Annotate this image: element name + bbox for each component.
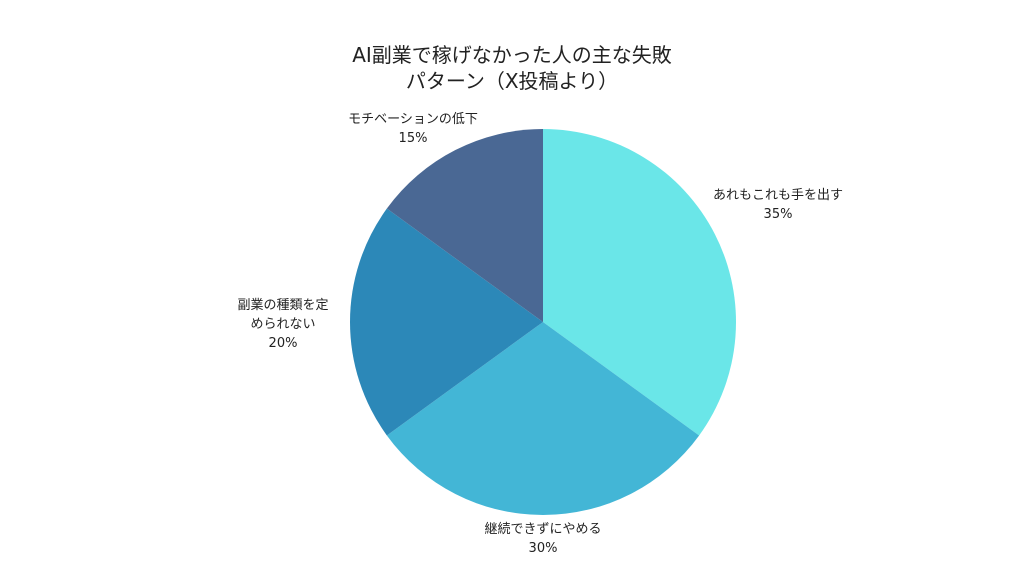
- pie-slice-do-everything: [543, 129, 736, 436]
- slice-label-text: モチベーションの低下: [348, 112, 478, 127]
- chart-title-line-2: パターン（X投稿より）: [405, 69, 619, 93]
- chart-title-line-1: AI副業で稼げなかった人の主な失敗: [352, 43, 672, 67]
- slice-value-label: 30%: [528, 541, 558, 556]
- slice-label-text: 継続できずにやめる: [484, 522, 602, 537]
- slice-label-low-motivation: モチベーションの低下 15%: [313, 110, 513, 148]
- slice-label-quit-early: 継続できずにやめる 30%: [443, 520, 643, 558]
- pie-slice-undecided-type: [350, 208, 543, 436]
- slice-value-label: 15%: [398, 131, 428, 146]
- pie-slice-low-motivation: [386, 129, 543, 322]
- pie-slice-quit-early: [386, 322, 700, 515]
- slice-label-text: 副業の種類を定: [237, 298, 329, 313]
- slice-label-undecided-type: 副業の種類を定 められない 20%: [213, 296, 353, 353]
- slice-value-label: 20%: [268, 336, 298, 351]
- slice-label-text: められない: [250, 317, 316, 332]
- chart-title: AI副業で稼げなかった人の主な失敗 パターン（X投稿より）: [0, 42, 1024, 94]
- slice-label-do-everything: あれもこれも手を出す 35%: [678, 186, 878, 224]
- slice-label-text: あれもこれも手を出す: [712, 188, 843, 203]
- slice-value-label: 35%: [763, 207, 793, 222]
